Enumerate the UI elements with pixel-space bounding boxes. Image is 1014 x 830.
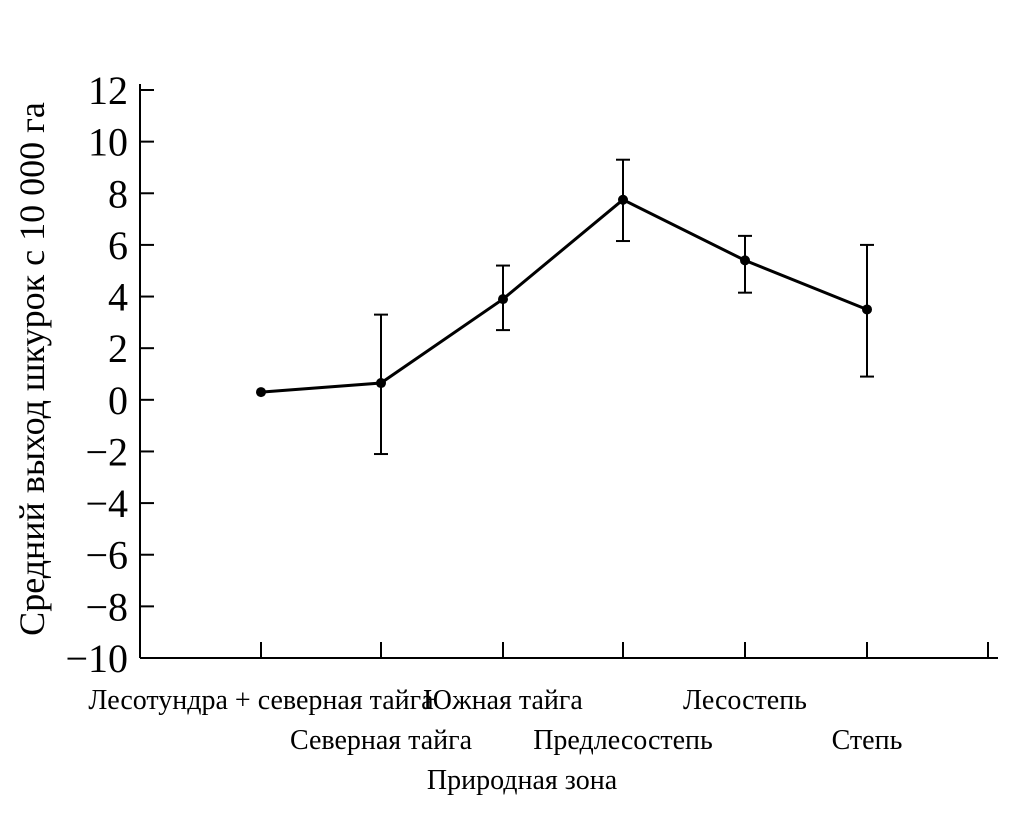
- x-category-label: Предлесостепь: [533, 725, 713, 756]
- y-tick-label: 8: [108, 171, 128, 216]
- x-ticks: [260, 642, 989, 658]
- y-ticks: 12 10 8 6 4 2 0 −2 −4 −6 −8 −10: [65, 68, 154, 681]
- y-tick-label: −8: [85, 584, 128, 629]
- x-category-label: Северная тайга: [290, 725, 473, 756]
- y-tick-label: 0: [108, 378, 128, 423]
- y-tick-label: −6: [85, 533, 128, 578]
- x-category-label: Лесостепь: [683, 685, 807, 716]
- category-labels: Лесотундра + северная тайга Северная тайг…: [88, 685, 902, 756]
- y-tick-label: −10: [65, 636, 128, 681]
- y-tick-label: 12: [88, 68, 128, 113]
- x-category-label: Степь: [832, 725, 903, 756]
- data-point: [618, 194, 628, 205]
- series-line: [260, 197, 868, 394]
- data-point: [498, 294, 508, 305]
- data-point: [740, 255, 750, 266]
- x-category-label: Южная тайга: [423, 685, 583, 716]
- y-tick-label: −2: [85, 429, 128, 474]
- y-axis-title: Средний выход шкурок с 10 000 га: [12, 102, 52, 636]
- x-category-label: Лесотундра + северная тайга: [88, 685, 434, 716]
- data-point: [862, 304, 872, 315]
- data-point: [376, 378, 386, 389]
- data-point: [256, 387, 266, 398]
- data-points: [256, 194, 872, 398]
- y-tick-label: 6: [108, 223, 128, 268]
- y-tick-label: 4: [108, 275, 128, 320]
- y-tick-label: −4: [85, 481, 128, 526]
- y-tick-label: 2: [108, 326, 128, 371]
- axes: [139, 84, 998, 659]
- y-tick-label: 10: [88, 120, 128, 165]
- x-axis-title: Природная зона: [427, 765, 618, 796]
